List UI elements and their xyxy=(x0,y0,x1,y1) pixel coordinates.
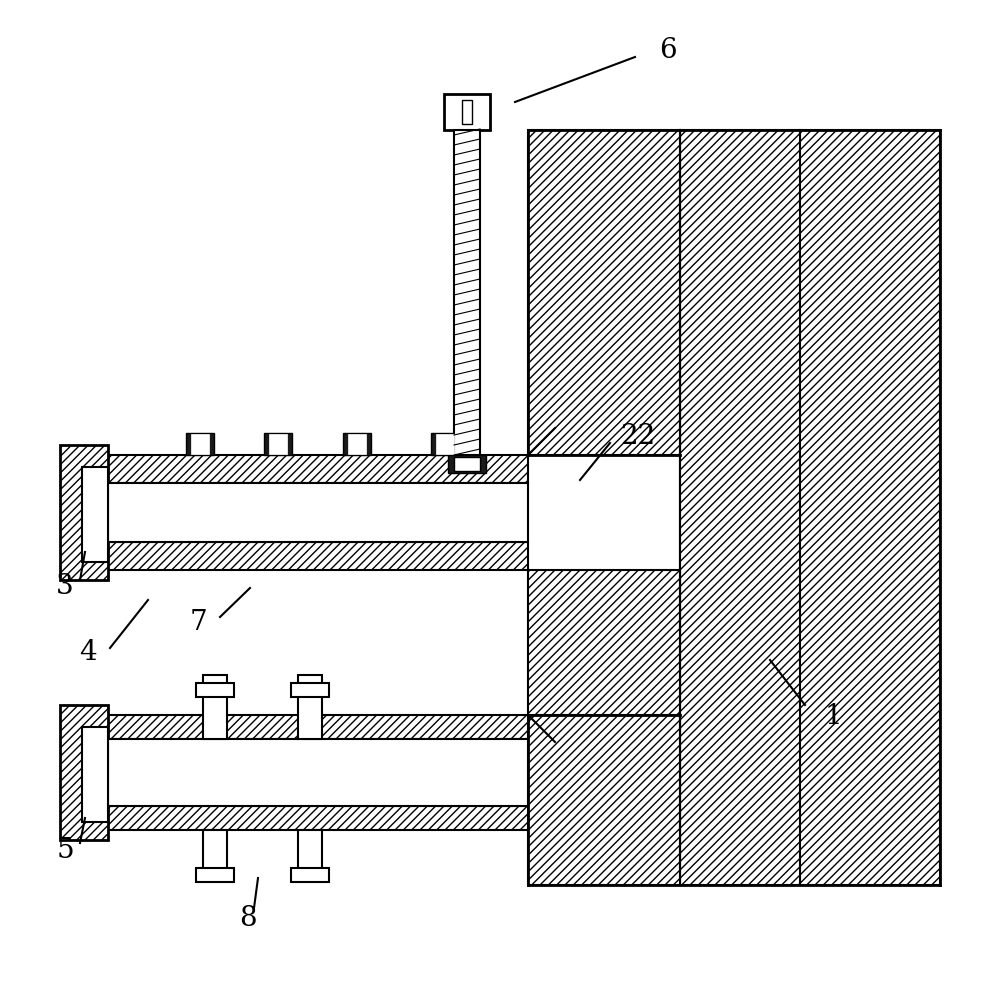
Polygon shape xyxy=(60,705,108,840)
Bar xyxy=(108,542,528,570)
Bar xyxy=(82,727,108,822)
Bar xyxy=(196,683,234,697)
Bar xyxy=(291,683,329,697)
Bar xyxy=(436,434,454,454)
Bar xyxy=(108,715,528,739)
Bar xyxy=(343,433,371,455)
Bar xyxy=(454,130,480,455)
Bar xyxy=(462,100,472,124)
Bar xyxy=(454,457,480,471)
Text: 5: 5 xyxy=(56,836,74,863)
Bar xyxy=(298,675,322,739)
Bar xyxy=(680,130,940,885)
Bar xyxy=(191,434,209,454)
Bar xyxy=(108,455,528,483)
Text: 6: 6 xyxy=(659,36,677,64)
Text: 3: 3 xyxy=(56,574,74,600)
Bar xyxy=(528,570,680,715)
Bar xyxy=(291,868,329,882)
Bar xyxy=(269,434,287,454)
Bar xyxy=(448,455,486,473)
Bar xyxy=(108,806,528,830)
Bar xyxy=(196,868,234,882)
Polygon shape xyxy=(60,445,108,580)
Bar xyxy=(528,130,680,455)
Bar xyxy=(186,433,214,455)
Bar xyxy=(431,433,459,455)
Bar xyxy=(108,739,528,806)
Bar xyxy=(82,467,108,562)
Text: 4: 4 xyxy=(79,639,97,666)
Bar xyxy=(348,434,366,454)
Text: 7: 7 xyxy=(189,608,206,636)
Bar xyxy=(108,483,528,542)
Bar xyxy=(528,715,680,885)
Bar xyxy=(203,830,227,870)
Bar xyxy=(444,94,490,130)
Text: 22: 22 xyxy=(620,424,656,450)
Bar xyxy=(264,433,292,455)
Text: 8: 8 xyxy=(239,904,257,932)
Text: 1: 1 xyxy=(824,704,842,730)
Bar xyxy=(203,675,227,739)
Bar xyxy=(298,830,322,870)
